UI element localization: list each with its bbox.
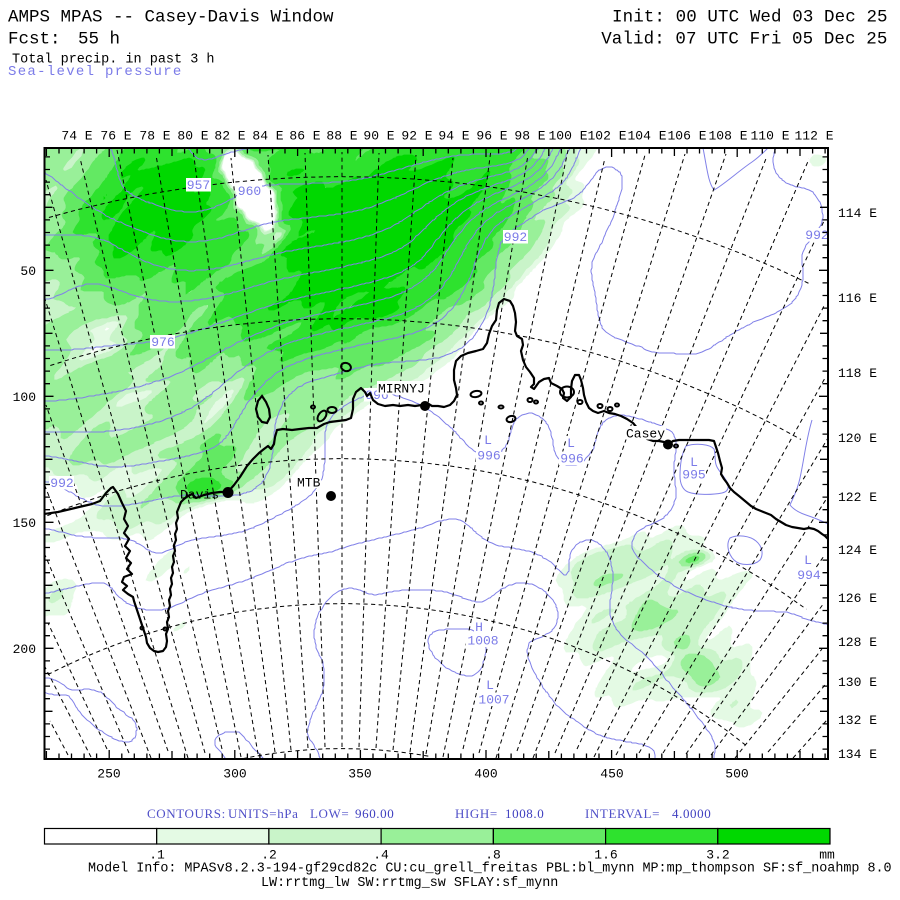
svg-text:100: 100	[13, 390, 36, 405]
svg-text:960: 960	[238, 184, 261, 199]
svg-text:992: 992	[50, 476, 73, 491]
svg-text:124 E: 124 E	[838, 543, 877, 558]
svg-text:.4: .4	[373, 848, 389, 863]
svg-text:mm: mm	[819, 848, 835, 863]
svg-text:LW:rrtmg_lw SW:rrtmg_sw SFLAY:: LW:rrtmg_lw SW:rrtmg_sw SFLAY:sf_mynn	[261, 876, 558, 891]
svg-text:80 E: 80 E	[177, 129, 208, 144]
svg-text:130 E: 130 E	[838, 675, 877, 690]
svg-text:134 E: 134 E	[838, 747, 877, 762]
svg-text:74 E: 74 E	[61, 129, 92, 144]
svg-text:116 E: 116 E	[838, 291, 877, 306]
svg-text:Total precip. in past 3 h: Total precip. in past 3 h	[12, 53, 215, 68]
svg-text:126 E: 126 E	[838, 591, 877, 606]
svg-text:118 E: 118 E	[838, 366, 877, 381]
svg-text:88 E: 88 E	[326, 129, 357, 144]
svg-text:992: 992	[504, 230, 527, 245]
svg-text:90 E: 90 E	[363, 129, 394, 144]
svg-text:1.6: 1.6	[594, 848, 617, 863]
svg-text:.2: .2	[261, 848, 277, 863]
svg-text:92 E: 92 E	[401, 129, 432, 144]
svg-text:L: L	[804, 553, 812, 568]
svg-text:86 E: 86 E	[289, 129, 320, 144]
svg-text:150: 150	[13, 516, 36, 531]
svg-text:1007: 1007	[478, 693, 509, 708]
svg-text:78 E: 78 E	[139, 129, 170, 144]
svg-text:957: 957	[187, 178, 210, 193]
svg-text:976: 976	[151, 335, 174, 350]
svg-text:Init: 00 UTC Wed 03 Dec 25: Init: 00 UTC Wed 03 Dec 25	[612, 8, 888, 28]
svg-text:992: 992	[805, 228, 828, 243]
svg-text:100 E: 100 E	[548, 129, 587, 144]
svg-text:112 E: 112 E	[794, 129, 833, 144]
svg-text:104 E: 104 E	[627, 129, 666, 144]
svg-text:L: L	[690, 455, 698, 470]
svg-text:996: 996	[560, 452, 583, 467]
svg-text:Fcst:: Fcst:	[8, 30, 61, 50]
svg-text:102 E: 102 E	[587, 129, 626, 144]
svg-text:96 E: 96 E	[476, 129, 507, 144]
svg-text:500: 500	[725, 767, 748, 782]
svg-text:3.2: 3.2	[706, 848, 729, 863]
svg-text:995: 995	[682, 468, 705, 483]
svg-text:108 E: 108 E	[708, 129, 747, 144]
svg-text:1008.0: 1008.0	[505, 806, 544, 821]
svg-text:350: 350	[348, 767, 371, 782]
svg-text:200: 200	[13, 642, 36, 657]
svg-text:HIGH=: HIGH=	[455, 806, 498, 821]
svg-text:Valid: 07 UTC Fri 05 Dec 25: Valid: 07 UTC Fri 05 Dec 25	[601, 30, 887, 50]
svg-text:.1: .1	[149, 848, 165, 863]
svg-text:50: 50	[20, 264, 36, 279]
svg-text:450: 450	[600, 767, 623, 782]
svg-text:Model Info: MPASv8.2.3-194-gf2: Model Info: MPASv8.2.3-194-gf29cd82c CU:…	[88, 862, 892, 877]
svg-text:L: L	[486, 678, 494, 693]
svg-text:300: 300	[223, 767, 246, 782]
svg-text:132 E: 132 E	[838, 713, 877, 728]
svg-text:Davis: Davis	[180, 488, 219, 503]
svg-text:400: 400	[474, 767, 497, 782]
svg-text:Sea-level pressure: Sea-level pressure	[8, 64, 183, 80]
svg-text:76 E: 76 E	[100, 129, 131, 144]
svg-text:L: L	[484, 433, 492, 448]
svg-text:Casey: Casey	[626, 427, 665, 442]
svg-text:98 E: 98 E	[514, 129, 545, 144]
svg-text:960.00: 960.00	[355, 806, 394, 821]
svg-text:L: L	[567, 436, 575, 451]
svg-text:94 E: 94 E	[438, 129, 469, 144]
svg-text:.8: .8	[485, 848, 501, 863]
svg-text:994: 994	[797, 568, 821, 583]
svg-text:106 E: 106 E	[667, 129, 706, 144]
svg-text:114 E: 114 E	[838, 206, 877, 221]
svg-text:UNITS=hPa: UNITS=hPa	[228, 806, 299, 821]
svg-text:120 E: 120 E	[838, 431, 877, 446]
svg-text:INTERVAL=: INTERVAL=	[585, 806, 660, 821]
svg-text:250: 250	[97, 767, 120, 782]
svg-text:AMPS MPAS -- Casey-Davis Windo: AMPS MPAS -- Casey-Davis Window	[8, 8, 334, 28]
svg-text:84 E: 84 E	[252, 129, 283, 144]
svg-text:LOW=: LOW=	[310, 806, 349, 821]
svg-text:H: H	[475, 620, 483, 635]
svg-text:CONTOURS:: CONTOURS:	[147, 806, 226, 821]
svg-text:122 E: 122 E	[838, 490, 877, 505]
svg-text:110 E: 110 E	[750, 129, 789, 144]
svg-text:1008: 1008	[467, 634, 498, 649]
svg-text:128 E: 128 E	[838, 635, 877, 650]
svg-text:55 h: 55 h	[78, 30, 120, 50]
svg-text:4.0000: 4.0000	[672, 806, 711, 821]
svg-text:996: 996	[477, 449, 500, 464]
svg-text:MTB: MTB	[297, 476, 321, 491]
svg-text:MIRNYJ: MIRNYJ	[378, 382, 425, 397]
svg-text:82 E: 82 E	[214, 129, 245, 144]
